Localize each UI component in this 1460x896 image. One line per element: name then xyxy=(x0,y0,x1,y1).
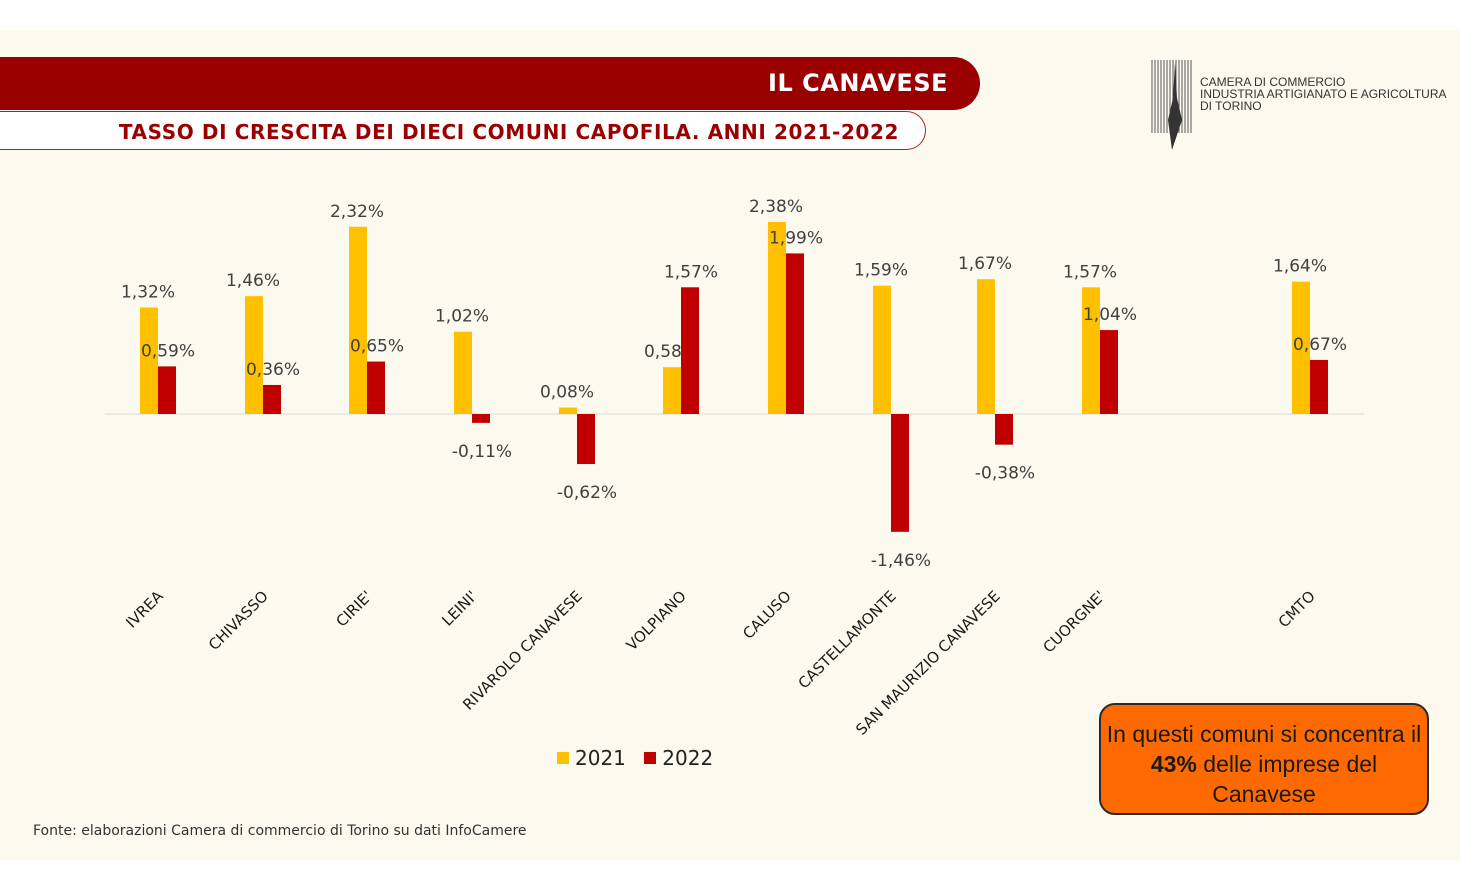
data-label-2021: 2,32% xyxy=(330,202,384,222)
category-label: CHIVASSO xyxy=(205,587,272,654)
bar-2021 xyxy=(768,221,786,414)
bar-2022 xyxy=(472,414,490,423)
logo-line: DI TORINO xyxy=(1200,99,1262,113)
bar-2021 xyxy=(873,285,891,414)
category-label: CIRIE' xyxy=(332,587,375,630)
bar-2022 xyxy=(1100,330,1118,414)
category-label: LEINI' xyxy=(438,587,480,629)
bar-2022 xyxy=(1310,359,1328,414)
bar-2022 xyxy=(995,414,1013,445)
data-label-2022: 0,65% xyxy=(350,337,404,357)
data-label-2022: 1,99% xyxy=(769,228,823,248)
logo-line: INDUSTRIA ARTIGIANATO E AGRICOLTURA xyxy=(1200,87,1447,101)
banner-title: IL CANAVESE xyxy=(768,69,948,97)
data-label-2022: 1,57% xyxy=(664,262,718,282)
data-label-2021: 1,64% xyxy=(1273,257,1327,277)
bar-2021 xyxy=(1292,281,1310,414)
chamber-of-commerce-logo: CAMERA DI COMMERCIO INDUSTRIA ARTIGIANAT… xyxy=(1150,58,1450,150)
data-label-2022: -0,11% xyxy=(452,442,512,462)
legend-swatch-2022 xyxy=(644,752,657,764)
bar-2021 xyxy=(1082,287,1100,414)
bar-2021 xyxy=(663,367,681,414)
data-label-2021: 1,57% xyxy=(1063,262,1117,282)
bar-2022 xyxy=(891,414,909,532)
data-label-2021: 2,38% xyxy=(749,197,803,217)
data-label-2022: 0,67% xyxy=(1293,335,1347,355)
legend-label-2021: 2021 xyxy=(575,746,626,770)
bar-2022 xyxy=(577,414,595,465)
bar-2022 xyxy=(367,361,385,414)
subtitle-box: TASSO DI CRESCITA DEI DIECI COMUNI CAPOF… xyxy=(0,111,926,150)
callout-text-after: delle imprese del Canavese xyxy=(1196,751,1378,807)
category-label: CUORGNE' xyxy=(1039,587,1108,656)
data-label-2022: -1,46% xyxy=(871,551,931,571)
category-label: RIVAROLO CANAVESE xyxy=(459,587,586,714)
mole-antonelliana-icon xyxy=(1151,60,1192,150)
bar-2021 xyxy=(349,226,367,414)
data-label-2022: -0,38% xyxy=(975,464,1035,484)
callout-text-before: In questi comuni si concentra il xyxy=(1106,721,1422,747)
bar-2022 xyxy=(263,384,281,414)
chart-legend: 2021 2022 xyxy=(557,746,725,770)
bar-2021 xyxy=(245,296,263,414)
category-label: CASTELLAMONTE xyxy=(795,587,900,692)
callout-highlight: 43% xyxy=(1150,751,1197,777)
data-label-2022: 0,36% xyxy=(246,360,300,380)
bar-2021 xyxy=(977,279,995,414)
data-label-2021: 1,67% xyxy=(958,254,1012,274)
source-note: Fonte: elaborazioni Camera di commercio … xyxy=(33,823,527,839)
data-label-2021: 0,08% xyxy=(540,383,594,403)
legend-label-2022: 2022 xyxy=(662,746,714,770)
bar-2022 xyxy=(786,253,804,414)
category-label: CMTO xyxy=(1275,587,1319,631)
bar-2022 xyxy=(158,366,176,414)
bar-2021 xyxy=(559,407,577,414)
data-label-2021: 1,02% xyxy=(435,307,489,327)
data-label-2021: 1,32% xyxy=(121,282,175,302)
category-label: IVREA xyxy=(122,587,167,632)
title-banner: IL CANAVESE xyxy=(0,57,980,110)
data-label-2021: 1,59% xyxy=(854,261,908,281)
data-label-2022: -0,62% xyxy=(557,483,617,503)
bar-2021 xyxy=(140,307,158,414)
data-label-2022: 1,04% xyxy=(1083,305,1137,325)
logo-text: CAMERA DI COMMERCIO INDUSTRIA ARTIGIANAT… xyxy=(1200,76,1447,112)
data-label-2022: 0,59% xyxy=(141,341,195,361)
legend-swatch-2021 xyxy=(557,752,569,764)
legend-item-2021: 2021 xyxy=(557,746,626,770)
category-label: VOLPIANO xyxy=(623,587,690,654)
bar-2021 xyxy=(454,331,472,414)
category-label: CALUSO xyxy=(739,587,795,643)
legend-item-2022: 2022 xyxy=(644,746,713,770)
logo-line: CAMERA DI COMMERCIO xyxy=(1200,75,1346,89)
data-label-2021: 1,46% xyxy=(226,271,280,291)
bar-2022 xyxy=(681,287,699,414)
callout-box: In questi comuni si concentra il 43% del… xyxy=(1099,703,1429,815)
chart-title: TASSO DI CRESCITA DEI DIECI COMUNI CAPOF… xyxy=(118,120,899,144)
